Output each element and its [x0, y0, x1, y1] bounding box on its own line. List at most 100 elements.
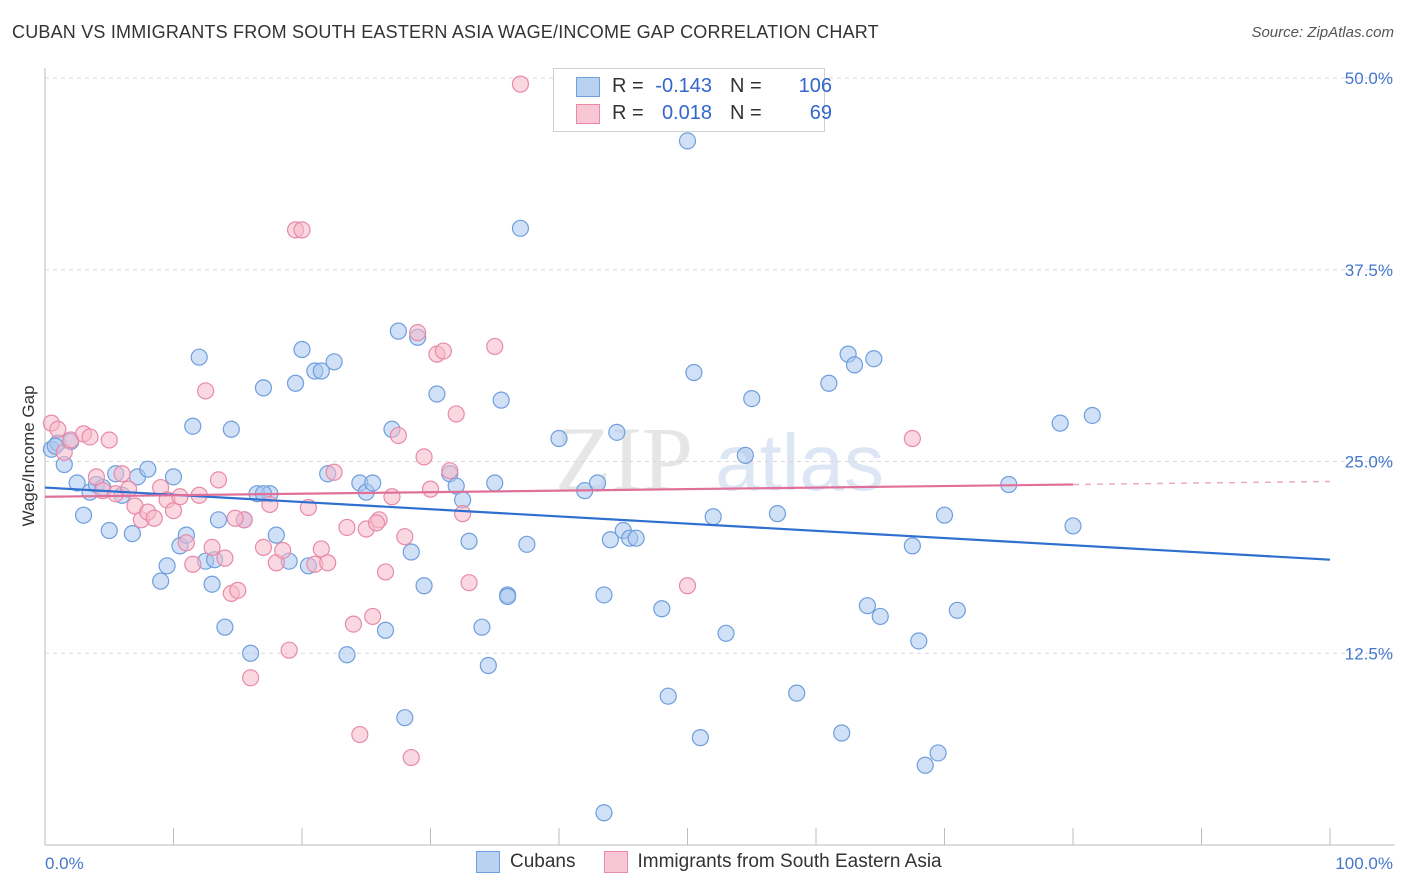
series-legend: Cubans Immigrants from South Eastern Asi… [476, 851, 970, 873]
cubans-point [588, 474, 607, 492]
sea-point [145, 509, 163, 527]
sea-point [421, 480, 440, 498]
cubans-point [768, 505, 787, 523]
gridlines [45, 77, 1395, 654]
cubans-point [100, 521, 118, 540]
cubans-point [820, 374, 838, 392]
legend-swatch-pink [603, 851, 628, 873]
cubans-point [492, 391, 510, 409]
legend-row-sea: R = 0.018 N = 69 [576, 102, 832, 125]
cubans-trend-line [44, 486, 1331, 561]
sea-point [242, 669, 260, 687]
cubans-point [678, 132, 697, 150]
cubans-point [338, 646, 356, 664]
sea-point [209, 471, 228, 489]
sea-point [376, 563, 395, 581]
cubans-point [396, 709, 414, 727]
cubans-point [691, 729, 709, 747]
correlation-legend: R = -0.143 N = 106 R = 0.018 N = 69 [553, 68, 832, 132]
cubans-point [190, 348, 208, 366]
x-tick-label: 100.0% [1335, 854, 1393, 873]
sea-point [171, 488, 189, 506]
sea-point [402, 748, 420, 767]
tick-labels: 12.5% 25.0% 37.5% 50.0% 0.0% 100.0% [45, 69, 1393, 873]
y-axis-label: Wage/Income Gap [19, 385, 38, 526]
cubans-point [216, 618, 234, 636]
sea-point [184, 555, 202, 573]
cubans-point [871, 607, 889, 626]
cubans-point [402, 543, 420, 561]
cubans-point [460, 532, 478, 550]
legend-swatch-blue [576, 76, 600, 97]
cubans-point [267, 526, 285, 544]
cubans-point [903, 537, 921, 555]
cubans-point [293, 340, 311, 359]
trend-lines [44, 480, 1331, 561]
cubans-point [858, 597, 877, 615]
sea-point [367, 514, 386, 532]
legend-item-cubans[interactable]: Cubans [476, 851, 576, 873]
legend-n-value: 69 [809, 102, 832, 124]
cubans-point [479, 656, 497, 675]
cubans-point [158, 557, 176, 575]
y-tick-label: 37.5% [1345, 261, 1393, 280]
cubans-point [254, 379, 273, 397]
sea-point [460, 574, 478, 592]
cubans-point [209, 511, 228, 529]
legend-r-value: -0.143 [655, 75, 712, 97]
sea-point [203, 538, 221, 557]
sea-point [415, 448, 433, 466]
cubans-point [595, 586, 613, 604]
sea-point [164, 501, 183, 520]
cubans-point [511, 219, 530, 237]
legend-r-label: R = [612, 75, 644, 97]
sea-point [364, 607, 382, 626]
cubans-point [123, 524, 141, 543]
sea-point [197, 382, 215, 400]
cubans-point [389, 322, 407, 340]
cubans-point [717, 624, 735, 642]
watermark-zip: ZIP [555, 408, 693, 510]
cubans-point [203, 575, 221, 593]
cubans-point [608, 423, 626, 441]
sea-point [113, 465, 131, 483]
legend-n-label: N = [730, 102, 762, 124]
sea-point [389, 426, 407, 445]
cubans-point [68, 474, 86, 492]
cubans-point [788, 684, 806, 702]
sea-point [254, 538, 273, 557]
sea-point [511, 75, 530, 93]
cubans-point [935, 506, 954, 524]
cubans-point [242, 644, 260, 662]
series-sea-immigrants [42, 75, 921, 767]
cubans-point [415, 577, 433, 595]
watermark-atlas: atlas [715, 418, 884, 507]
y-tick-label: 50.0% [1345, 69, 1393, 88]
sea-point [325, 463, 343, 481]
sea-trend-extension [1072, 480, 1331, 486]
legend-n-value: 106 [798, 75, 832, 97]
sea-point [87, 468, 106, 486]
cubans-point [910, 632, 928, 650]
sea-point [396, 528, 414, 546]
cubans-point [376, 621, 395, 639]
cubans-point [286, 374, 305, 392]
cubans-point [222, 420, 240, 438]
cubans-point [325, 353, 343, 371]
legend-swatch-pink [576, 103, 600, 124]
cubans-point [601, 531, 620, 549]
cubans-point [1051, 414, 1069, 432]
legend-label-sea: Immigrants from South Eastern Asia [637, 851, 942, 872]
cubans-point [833, 724, 851, 742]
sea-point [216, 549, 234, 567]
cubans-point [139, 460, 157, 478]
sea-point [447, 405, 465, 423]
cubans-point [916, 756, 934, 774]
y-tick-label: 25.0% [1345, 453, 1393, 472]
cubans-point [428, 385, 446, 403]
legend-item-sea[interactable]: Immigrants from South Eastern Asia [603, 851, 942, 873]
cubans-point [865, 350, 883, 368]
cubans-point [473, 618, 491, 636]
sea-point [312, 540, 330, 558]
sea-point [280, 641, 298, 659]
